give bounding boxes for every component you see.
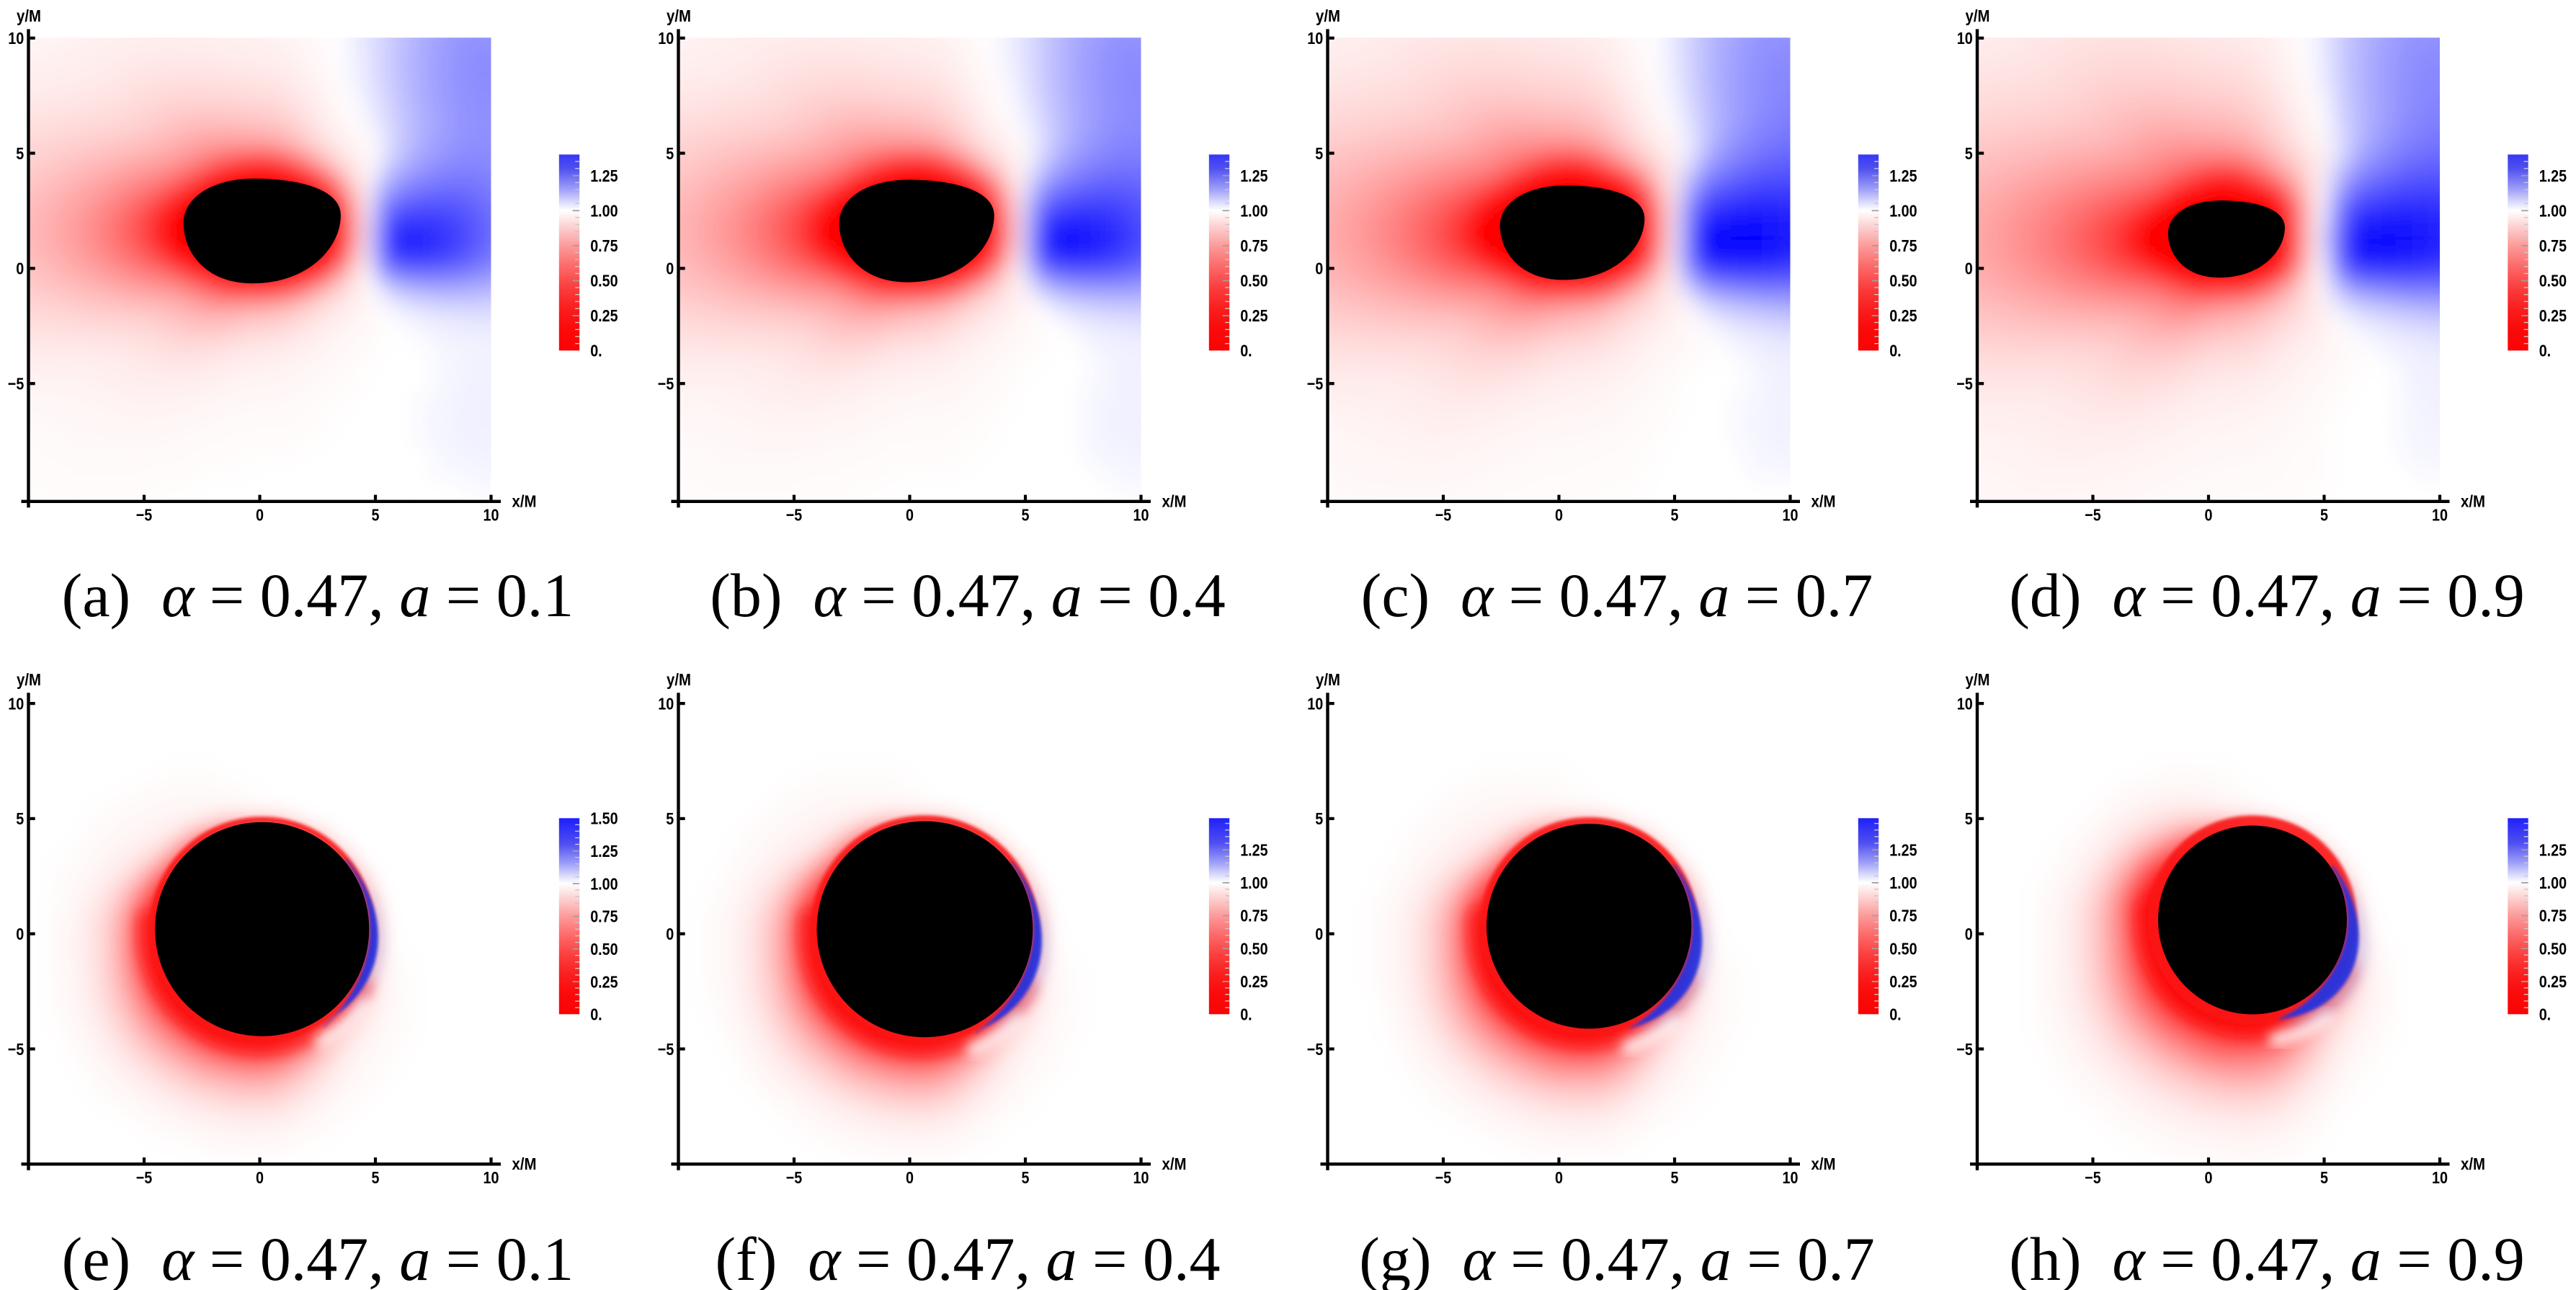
svg-text:5: 5: [666, 144, 674, 163]
svg-text:0.75: 0.75: [1889, 236, 1917, 255]
svg-text:x/M: x/M: [512, 491, 537, 510]
svg-text:0.75: 0.75: [2539, 236, 2567, 255]
svg-text:0.50: 0.50: [2539, 272, 2567, 290]
svg-text:10: 10: [2432, 505, 2448, 524]
svg-text:0.50: 0.50: [1240, 272, 1267, 290]
svg-text:−5: −5: [1307, 375, 1324, 393]
svg-text:0: 0: [1555, 505, 1563, 524]
svg-text:0.25: 0.25: [1240, 306, 1267, 325]
svg-text:−5: −5: [786, 505, 803, 524]
svg-text:0.25: 0.25: [2539, 306, 2567, 325]
svg-text:y/M: y/M: [1316, 6, 1340, 25]
svg-text:−5: −5: [658, 375, 674, 393]
svg-text:x/M: x/M: [1811, 491, 1836, 510]
svg-text:−5: −5: [1956, 375, 1973, 393]
svg-text:1.00: 1.00: [590, 201, 618, 220]
svg-text:−5: −5: [2085, 505, 2101, 524]
svg-text:1.00: 1.00: [1889, 201, 1917, 220]
svg-text:5: 5: [372, 505, 380, 524]
svg-text:10: 10: [483, 505, 499, 524]
svg-text:y/M: y/M: [1966, 6, 1990, 25]
svg-text:1.25: 1.25: [2539, 166, 2567, 185]
svg-text:0.: 0.: [590, 342, 602, 360]
svg-text:0.50: 0.50: [590, 272, 618, 290]
svg-text:y/M: y/M: [667, 6, 691, 25]
svg-text:5: 5: [1671, 505, 1679, 524]
svg-text:1.25: 1.25: [590, 166, 618, 185]
svg-text:0.: 0.: [1240, 342, 1252, 360]
svg-text:0.25: 0.25: [1889, 306, 1917, 325]
svg-text:0: 0: [256, 505, 264, 524]
svg-text:1.00: 1.00: [2539, 201, 2567, 220]
svg-text:0.25: 0.25: [590, 306, 618, 325]
svg-text:−5: −5: [8, 375, 24, 393]
svg-text:0: 0: [666, 259, 674, 278]
svg-text:10: 10: [1957, 29, 1973, 48]
svg-text:0: 0: [1315, 259, 1323, 278]
svg-text:0.50: 0.50: [1889, 272, 1917, 290]
svg-text:0.75: 0.75: [590, 236, 618, 255]
svg-text:x/M: x/M: [1162, 491, 1187, 510]
svg-text:1.25: 1.25: [1889, 166, 1917, 185]
svg-text:0: 0: [1965, 259, 1973, 278]
svg-text:x/M: x/M: [2461, 491, 2485, 510]
svg-text:0.75: 0.75: [1240, 236, 1267, 255]
svg-text:5: 5: [1022, 505, 1030, 524]
svg-text:y/M: y/M: [17, 6, 41, 25]
svg-text:−5: −5: [1435, 505, 1452, 524]
svg-text:0: 0: [16, 259, 24, 278]
svg-text:0: 0: [2205, 505, 2213, 524]
svg-text:0.: 0.: [1889, 342, 1902, 360]
svg-text:5: 5: [2320, 505, 2328, 524]
svg-text:10: 10: [1783, 505, 1799, 524]
svg-text:5: 5: [1315, 144, 1323, 163]
svg-text:−5: −5: [136, 505, 153, 524]
svg-text:5: 5: [16, 144, 24, 163]
svg-text:1.25: 1.25: [1240, 166, 1267, 185]
svg-text:10: 10: [8, 29, 24, 48]
svg-text:5: 5: [1965, 144, 1973, 163]
svg-text:0.: 0.: [2539, 342, 2552, 360]
svg-text:10: 10: [658, 29, 674, 48]
svg-text:10: 10: [1307, 29, 1323, 48]
svg-text:0: 0: [906, 505, 914, 524]
svg-text:10: 10: [1133, 505, 1149, 524]
svg-text:1.00: 1.00: [1240, 201, 1267, 220]
